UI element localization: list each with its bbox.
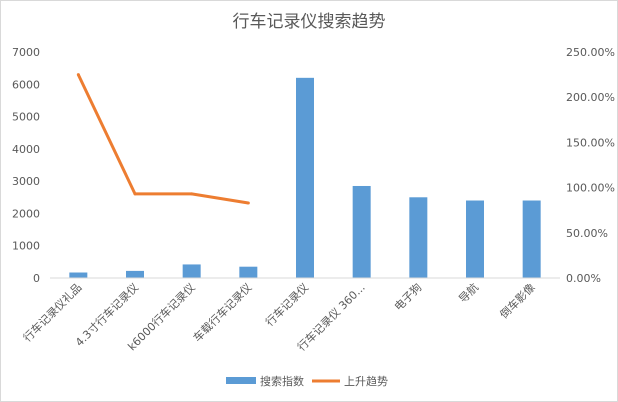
trend-point-2 bbox=[190, 192, 194, 196]
trend-line bbox=[76, 73, 249, 205]
legend: 搜索指数 上升趋势 bbox=[226, 374, 388, 388]
y-right-tick-label: 150.00% bbox=[566, 136, 615, 149]
bar-7 bbox=[466, 200, 484, 278]
legend-label-line: 上升趋势 bbox=[344, 375, 388, 388]
y-right-tick-label: 50.00% bbox=[566, 227, 608, 240]
y-left-tick-label: 4000 bbox=[12, 143, 40, 156]
bar-3 bbox=[239, 266, 258, 278]
y-left-tick-label: 3000 bbox=[12, 175, 40, 188]
bar-1 bbox=[126, 270, 144, 278]
y-left-tick-label: 5000 bbox=[12, 111, 40, 124]
trend-point-0 bbox=[76, 73, 80, 77]
bar-2 bbox=[182, 264, 201, 278]
y-left-tick-label: 6000 bbox=[12, 78, 40, 91]
bar-0 bbox=[69, 272, 88, 278]
trend-point-3 bbox=[246, 201, 250, 205]
y-left-tick-label: 1000 bbox=[12, 240, 40, 253]
legend-label-bar: 搜索指数 bbox=[260, 374, 304, 388]
bar-4 bbox=[296, 77, 314, 278]
legend-swatch-bar bbox=[226, 377, 256, 384]
bar-6 bbox=[409, 197, 428, 278]
y-right-tick-label: 0.00% bbox=[566, 272, 601, 285]
y-left-tick-label: 2000 bbox=[12, 207, 40, 220]
trend-point-1 bbox=[133, 192, 137, 196]
y-left-tick-label: 7000 bbox=[12, 46, 40, 59]
y-right-tick-label: 250.00% bbox=[566, 46, 615, 59]
chart-title: 行车记录仪搜索趋势 bbox=[233, 12, 386, 32]
y-right-tick-label: 200.00% bbox=[566, 91, 615, 104]
bar-5 bbox=[352, 185, 371, 278]
bar-8 bbox=[522, 200, 541, 278]
y-left-tick-label: 0 bbox=[33, 272, 40, 285]
y-right-tick-label: 100.00% bbox=[566, 182, 615, 195]
